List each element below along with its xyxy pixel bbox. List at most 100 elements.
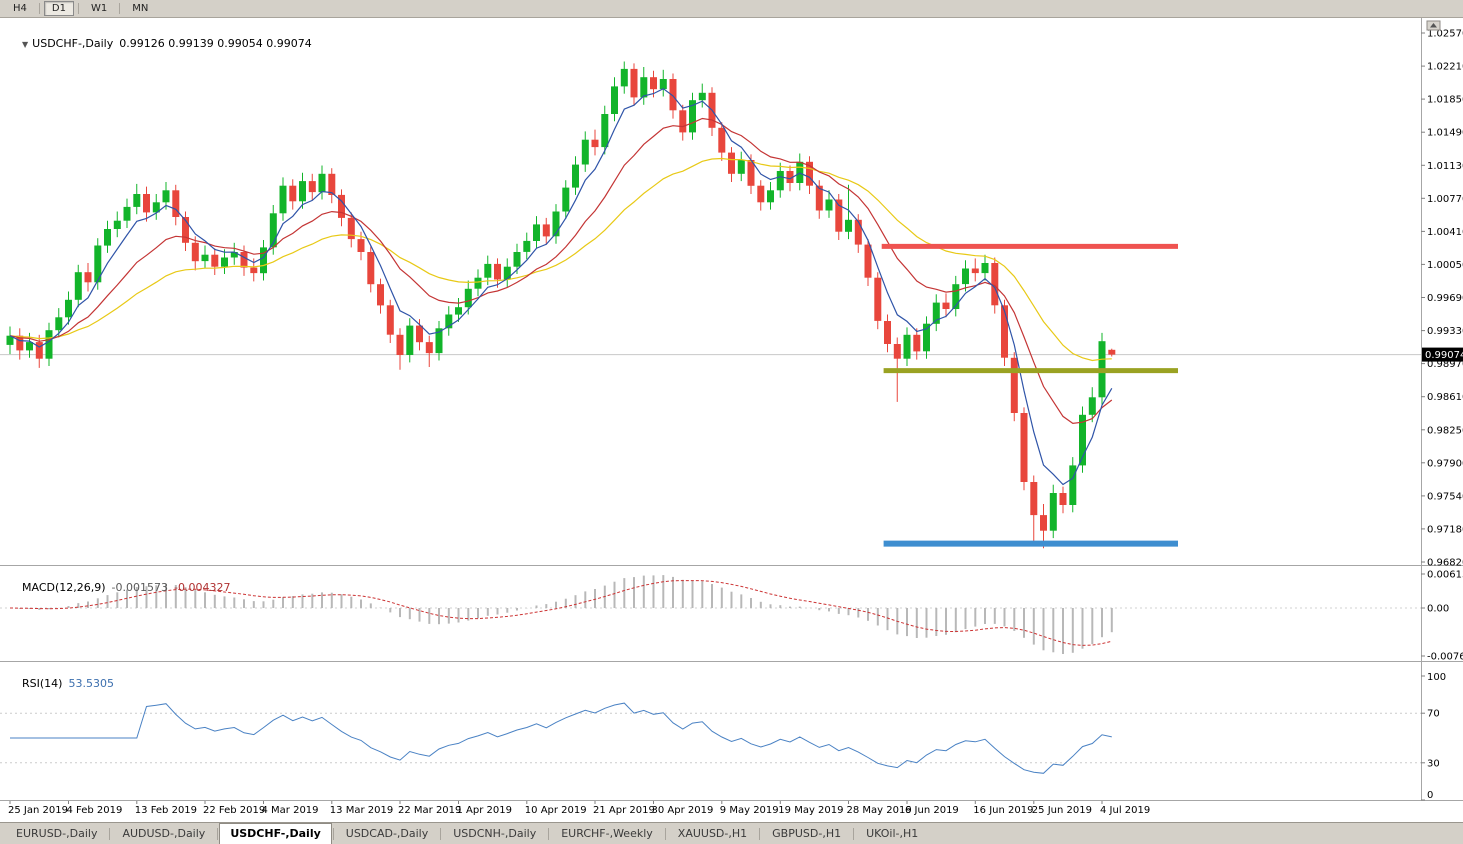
chart-tab[interactable]: EURCHF-,Weekly <box>561 827 653 840</box>
time-axis-label: 13 Feb 2019 <box>135 805 197 816</box>
macd-axis-label: -0.00761 <box>1427 652 1463 663</box>
bear-candle-body <box>386 305 394 335</box>
bear-candle-body <box>718 127 726 153</box>
rsi-indicator-label: RSI(14) 53.5305 <box>8 664 114 703</box>
bull-candle-body <box>406 325 414 355</box>
tab-separator <box>853 828 855 840</box>
tab-separator <box>759 828 761 840</box>
time-axis-label: 22 Feb 2019 <box>203 805 265 816</box>
bear-candle-body <box>377 284 384 306</box>
chart-title: ▼ USDCHF-,Daily 0.99126 0.99139 0.99054 0.… <box>8 24 312 63</box>
period-toolbar: H4 D1 W1 MN <box>0 0 1463 18</box>
bear-candle-body <box>35 342 43 359</box>
bear-candle-body <box>16 335 24 351</box>
bull-candle-body <box>1079 414 1086 466</box>
rsi-axis-label: 100 <box>1427 672 1446 683</box>
bear-candle-body <box>211 254 219 267</box>
bull-candle-body <box>601 114 609 148</box>
expand-triangle-icon[interactable]: ▼ <box>22 40 29 49</box>
bear-candle-body <box>1020 413 1028 482</box>
chart-tab[interactable]: USDCNH-,Daily <box>453 827 537 840</box>
bear-candle-body <box>874 277 882 321</box>
bull-candle-body <box>523 240 531 252</box>
time-axis-label: 16 Jun 2019 <box>973 805 1033 816</box>
period-button-d1[interactable]: D1 <box>43 1 74 16</box>
bear-candle-body <box>991 263 999 306</box>
tab-separator <box>217 828 219 840</box>
bear-candle-body <box>289 185 297 202</box>
toolbar-separator <box>77 3 79 14</box>
tab-separator <box>332 828 334 840</box>
bull-candle-body <box>952 284 960 309</box>
price-axis-label: 0.98610 <box>1427 392 1463 403</box>
bull-candle-body <box>776 171 784 191</box>
chart-tab[interactable]: USDCAD-,Daily <box>345 827 429 840</box>
bear-candle-body <box>893 344 901 359</box>
period-button-w1[interactable]: W1 <box>90 3 108 14</box>
chart-tab[interactable]: GBPUSD-,H1 <box>772 827 842 840</box>
rsi-axis-label: 30 <box>1427 759 1440 770</box>
bull-candle-body <box>45 330 53 359</box>
bull-candle-body <box>737 160 745 174</box>
period-button-h4[interactable]: H4 <box>13 3 27 14</box>
bull-candle-body <box>1088 397 1096 415</box>
price-axis-label: 0.97180 <box>1427 524 1463 535</box>
chart-tab[interactable]: EURUSD-,Daily <box>16 827 98 840</box>
toolbar-separator <box>119 3 121 14</box>
price-axis-label: 0.96820 <box>1427 558 1463 569</box>
price-axis-label: 1.02210 <box>1427 62 1463 73</box>
bull-candle-body <box>221 257 228 267</box>
bear-candle-body <box>494 263 501 280</box>
time-axis-label: 4 Jul 2019 <box>1100 805 1150 816</box>
bear-candle-body <box>650 77 657 90</box>
bull-candle-body <box>1049 493 1057 531</box>
rsi-name: RSI(14) <box>22 677 63 690</box>
price-axis-drag-zone[interactable] <box>1421 18 1463 800</box>
current-price-badge-label: 0.99074 <box>1425 350 1463 361</box>
bear-candle-body <box>143 194 150 213</box>
bull-candle-body <box>162 190 170 203</box>
time-axis-drag-zone[interactable] <box>0 801 1421 821</box>
current-price-badge <box>1422 347 1463 362</box>
time-axis-label: 9 May 2019 <box>720 805 779 816</box>
price-axis-label: 1.01850 <box>1427 95 1463 106</box>
macd-value: -0.001573 <box>111 581 169 594</box>
bull-candle-body <box>698 92 706 101</box>
bull-candle-body <box>923 323 930 352</box>
period-button-mn[interactable]: MN <box>132 3 149 14</box>
tab-separator <box>548 828 550 840</box>
toolbar-separator <box>38 3 40 14</box>
bull-candle-body <box>152 202 160 213</box>
period-buttons: H4 D1 W1 MN <box>5 1 156 16</box>
price-axis-label: 0.97900 <box>1427 458 1463 469</box>
bear-candle-body <box>815 185 823 211</box>
bull-candle-body <box>94 245 102 283</box>
time-axis-label: 19 May 2019 <box>778 805 843 816</box>
chart-tab[interactable]: AUDUSD-,Daily <box>122 827 206 840</box>
bear-candle-body <box>367 252 375 285</box>
bull-candle-body <box>123 206 131 221</box>
chart-tab[interactable]: UKOil-,H1 <box>866 827 919 840</box>
bear-candle-body <box>1001 305 1008 358</box>
bull-candle-body <box>474 277 482 289</box>
bear-candle-body <box>191 242 199 262</box>
chart-tab[interactable]: XAUUSD-,H1 <box>677 827 748 840</box>
ma-slow-line <box>9 157 1112 362</box>
price-axis-label: 0.98250 <box>1427 425 1463 436</box>
bull-candle-body <box>513 252 521 267</box>
tab-separator <box>664 828 666 840</box>
time-axis-label: 25 Jun 2019 <box>1032 805 1092 816</box>
chart-tab[interactable]: USDCHF-,Daily <box>219 823 332 844</box>
time-axis-label: 1 Apr 2019 <box>457 805 512 816</box>
bear-candle-body <box>347 217 355 240</box>
price-axis-label: 0.99330 <box>1427 326 1463 337</box>
macd-name: MACD(12,26,9) <box>22 581 106 594</box>
bull-candle-body <box>640 77 648 98</box>
bear-candle-body <box>328 173 336 195</box>
ma-fast-line <box>9 87 1113 486</box>
price-axis-label: 1.02570 <box>1427 29 1463 40</box>
bull-candle-body <box>962 268 969 285</box>
rsi-line <box>10 702 1112 774</box>
macd-signal-value: -0.004327 <box>174 581 231 594</box>
